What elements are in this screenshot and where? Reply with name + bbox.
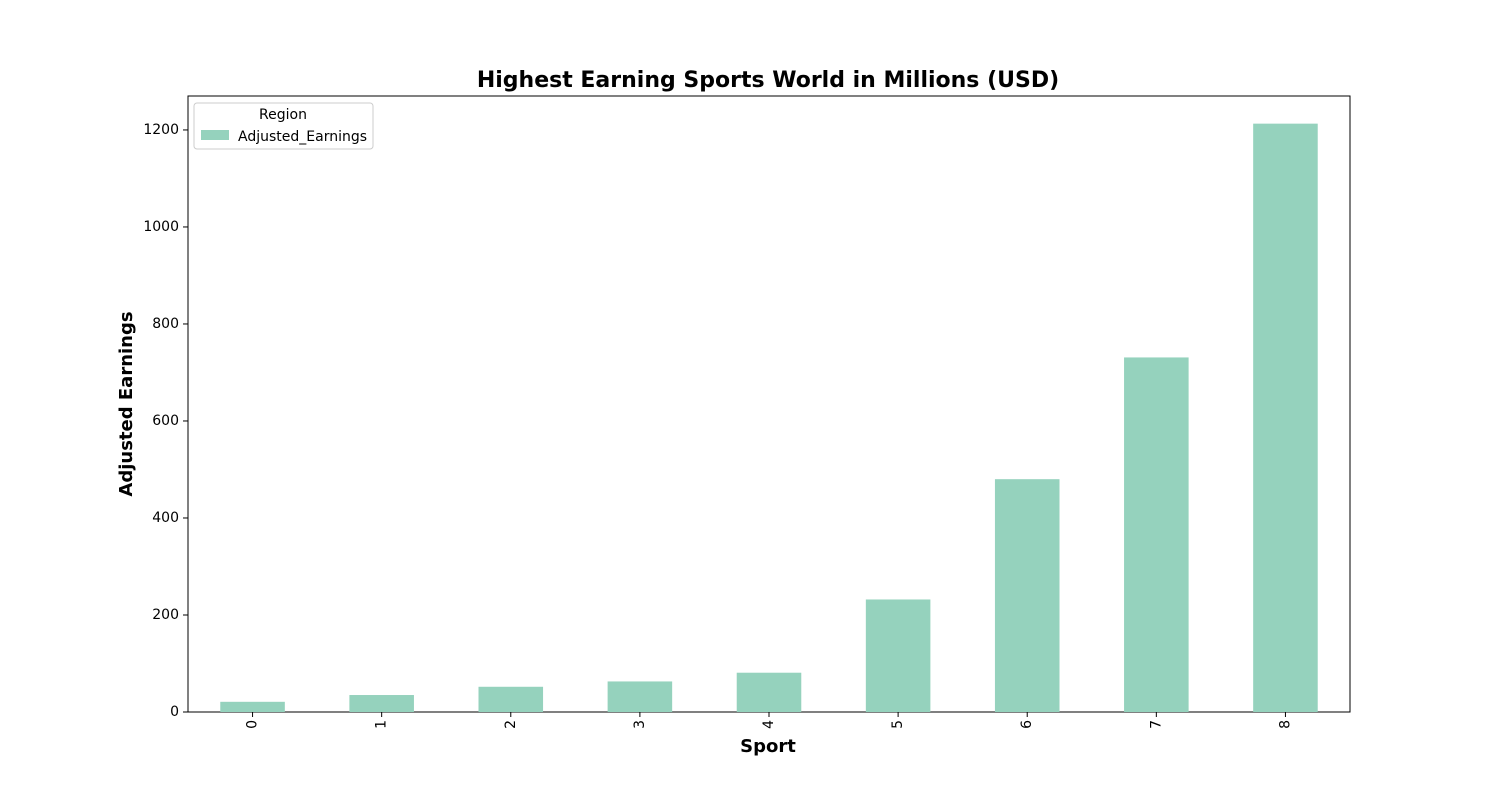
bar-7 bbox=[1124, 357, 1189, 712]
x-axis-label: Sport bbox=[740, 736, 796, 757]
y-axis-label: Adjusted Earnings bbox=[116, 311, 137, 496]
legend-box bbox=[193, 102, 374, 150]
y-tick-label: 800 bbox=[152, 316, 179, 332]
bar-4 bbox=[736, 672, 802, 712]
x-axis-ticks: 0 1 2 3 4 5 6 7 8 bbox=[245, 712, 1293, 729]
bar-0 bbox=[220, 701, 285, 712]
legend-title: Region bbox=[259, 107, 307, 123]
y-tick-label: 200 bbox=[152, 607, 179, 623]
legend: Region Adjusted_Earnings bbox=[193, 102, 374, 150]
x-tick-label: 6 bbox=[1019, 720, 1035, 729]
x-tick-label: 4 bbox=[761, 720, 777, 729]
bars bbox=[220, 123, 1318, 713]
y-tick-label: 1200 bbox=[143, 122, 179, 138]
y-tick-label: 600 bbox=[152, 413, 179, 429]
chart-title: Highest Earning Sports World in Millions… bbox=[477, 68, 1059, 93]
x-tick-label: 2 bbox=[503, 720, 519, 729]
x-tick-label: 0 bbox=[245, 720, 261, 729]
bar-8 bbox=[1253, 123, 1318, 713]
x-tick-label: 8 bbox=[1277, 720, 1293, 729]
y-tick-label: 400 bbox=[152, 510, 179, 526]
x-tick-label: 1 bbox=[374, 720, 390, 729]
legend-entry-label: Adjusted_Earnings bbox=[238, 129, 367, 145]
y-axis-ticks: 0 200 400 600 800 1000 1200 bbox=[143, 122, 188, 720]
y-tick-label: 0 bbox=[170, 704, 179, 720]
bar-1 bbox=[349, 695, 414, 712]
bar-5 bbox=[865, 599, 931, 712]
bar-3 bbox=[607, 681, 673, 712]
bar-6 bbox=[994, 479, 1060, 712]
x-tick-label: 5 bbox=[890, 720, 906, 729]
x-tick-label: 3 bbox=[632, 720, 648, 729]
x-tick-label: 7 bbox=[1148, 720, 1164, 729]
plot-area: 0 200 400 600 800 1000 1200 0 1 2 3 4 5 6 7 8 bbox=[143, 95, 1351, 729]
bar-2 bbox=[478, 686, 544, 712]
y-tick-label: 1000 bbox=[143, 219, 179, 235]
legend-swatch bbox=[201, 130, 229, 140]
